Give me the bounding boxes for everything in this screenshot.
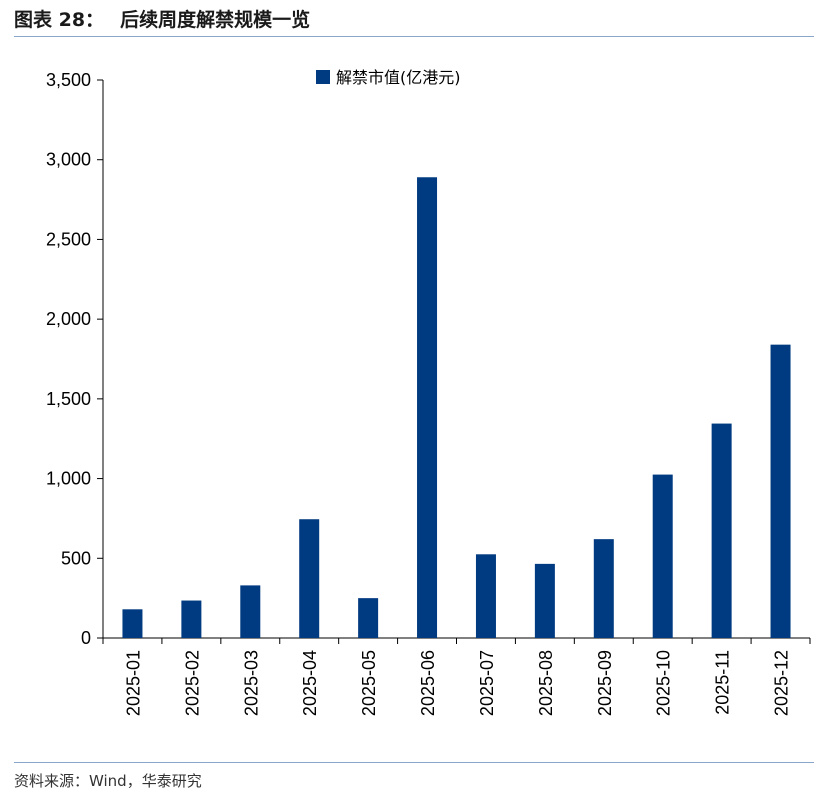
source-note: 资料来源：Wind，华泰研究 — [14, 772, 202, 790]
footer-divider — [14, 762, 814, 763]
x-tick-label: 2025-03 — [241, 650, 261, 716]
x-tick-label: 2025-05 — [359, 650, 379, 716]
bar-chart: 0 500 1,000 1,500 2,000 2,500 3,000 3,500 2025-0… — [46, 68, 811, 716]
y-tick-label: 2,000 — [46, 309, 91, 329]
bar — [711, 423, 732, 638]
bar — [240, 585, 261, 638]
figure-header: 图表 28： 后续周度解禁规模一览 — [14, 4, 310, 32]
y-tick-label: 1,000 — [46, 469, 91, 489]
header-divider — [14, 36, 814, 37]
bar — [417, 177, 438, 638]
bar — [181, 600, 202, 638]
x-tick-label: 2025-06 — [418, 650, 438, 716]
bar — [534, 563, 555, 638]
x-tick-label: 2025-11 — [713, 650, 733, 715]
bar — [475, 554, 496, 638]
x-tick-label: 2025-10 — [654, 650, 674, 716]
bar — [122, 609, 143, 638]
bar — [770, 344, 791, 638]
x-tick-label: 2025-04 — [300, 650, 320, 716]
x-tick-label: 2025-09 — [595, 650, 615, 716]
chart-title: 后续周度解禁规模一览 — [120, 8, 311, 31]
bar — [652, 474, 673, 638]
bar — [358, 598, 379, 638]
y-tick-label: 3,500 — [46, 70, 91, 90]
legend-label: 解禁市值(亿港元) — [336, 68, 461, 87]
x-tick-label: 2025-02 — [182, 650, 202, 716]
y-tick-label: 500 — [61, 548, 91, 568]
y-tick-label: 0 — [81, 628, 91, 648]
legend-swatch — [316, 70, 330, 84]
x-tick-label: 2025-12 — [772, 650, 792, 716]
figure-label: 图表 28： — [14, 8, 105, 31]
y-tick-label: 1,500 — [46, 389, 91, 409]
bar — [299, 519, 320, 638]
x-tick-label: 2025-01 — [123, 650, 143, 716]
y-tick-label: 2,500 — [46, 229, 91, 249]
y-tick-label: 3,000 — [46, 150, 91, 170]
x-tick-label: 2025-08 — [536, 650, 556, 716]
bar — [593, 539, 614, 638]
x-tick-label: 2025-07 — [477, 650, 497, 716]
